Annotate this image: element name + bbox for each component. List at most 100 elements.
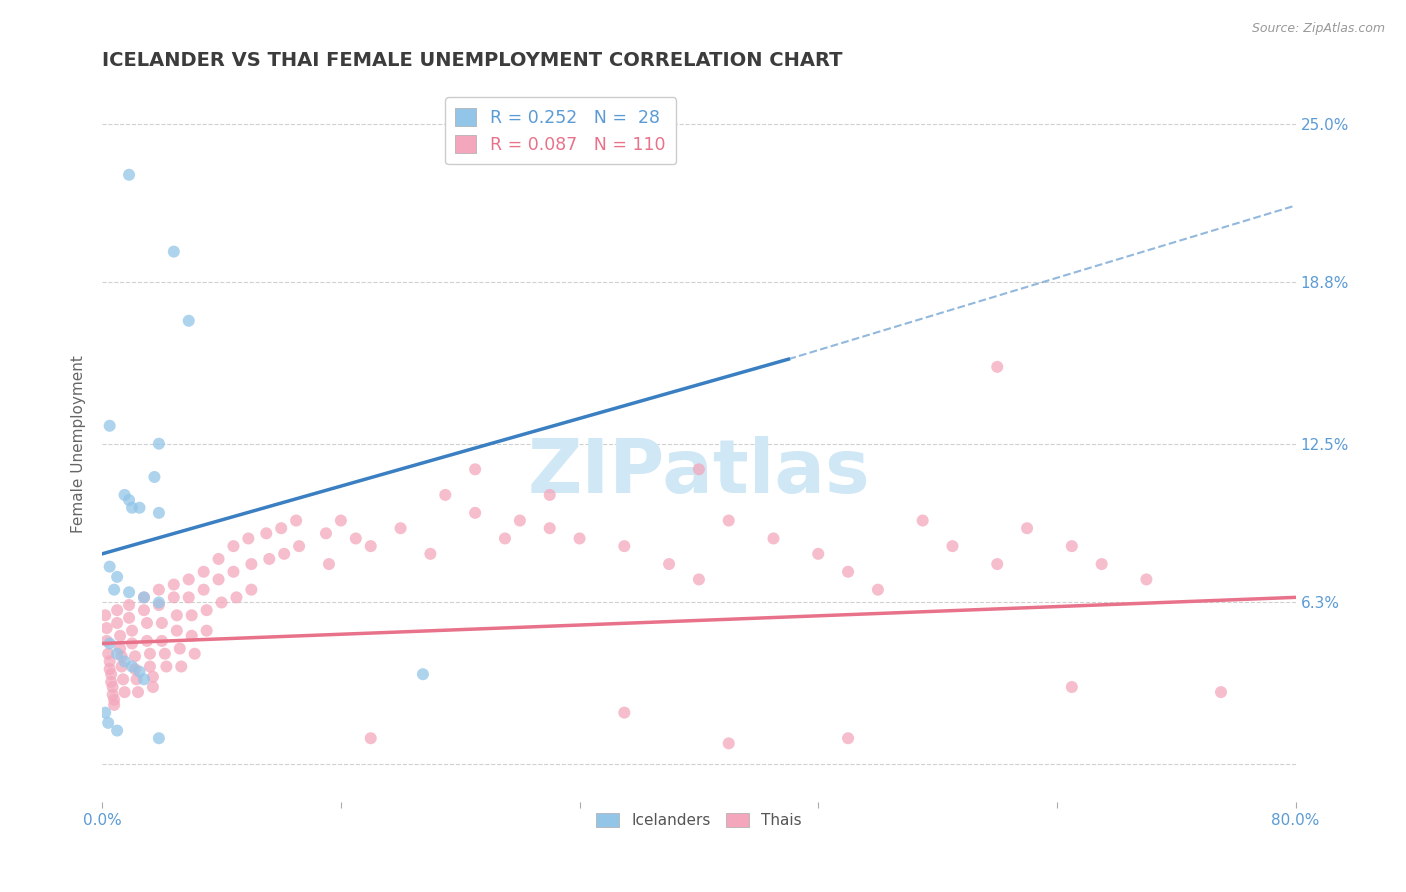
Text: Source: ZipAtlas.com: Source: ZipAtlas.com	[1251, 22, 1385, 36]
Point	[98, 654, 121, 668]
Point	[986, 557, 1008, 571]
Point	[105, 603, 128, 617]
Point	[389, 521, 412, 535]
Point	[100, 667, 122, 681]
Point	[103, 693, 125, 707]
Point	[132, 591, 155, 605]
Point	[128, 665, 150, 679]
Point	[419, 547, 441, 561]
Point	[114, 654, 136, 668]
Point	[762, 532, 785, 546]
Point	[98, 662, 121, 676]
Point	[136, 615, 159, 630]
Point	[118, 493, 141, 508]
Point	[110, 649, 132, 664]
Point	[285, 514, 308, 528]
Point	[166, 608, 188, 623]
Point	[1015, 521, 1038, 535]
Point	[150, 615, 173, 630]
Point	[110, 659, 132, 673]
Point	[124, 662, 146, 676]
Point	[329, 514, 352, 528]
Y-axis label: Female Unemployment: Female Unemployment	[72, 355, 86, 533]
Point	[98, 418, 121, 433]
Point	[170, 659, 193, 673]
Point	[139, 659, 162, 673]
Point	[121, 659, 143, 673]
Point	[1060, 539, 1083, 553]
Point	[568, 532, 591, 546]
Point	[538, 521, 561, 535]
Point	[139, 647, 162, 661]
Point	[1135, 573, 1157, 587]
Point	[211, 595, 233, 609]
Point	[464, 462, 486, 476]
Point	[118, 168, 141, 182]
Point	[163, 577, 186, 591]
Point	[688, 462, 710, 476]
Point	[105, 647, 128, 661]
Point	[259, 552, 281, 566]
Point	[717, 514, 740, 528]
Point	[132, 603, 155, 617]
Point	[125, 673, 148, 687]
Point	[315, 526, 337, 541]
Point	[193, 582, 215, 597]
Point	[143, 470, 166, 484]
Point	[911, 514, 934, 528]
Point	[108, 641, 131, 656]
Point	[94, 706, 117, 720]
Point	[100, 674, 122, 689]
Point	[288, 539, 311, 553]
Point	[509, 514, 531, 528]
Point	[103, 582, 125, 597]
Text: ZIPatlas: ZIPatlas	[527, 436, 870, 508]
Point	[153, 647, 176, 661]
Point	[169, 641, 191, 656]
Point	[207, 573, 229, 587]
Point	[207, 552, 229, 566]
Point	[128, 500, 150, 515]
Point	[163, 591, 186, 605]
Point	[195, 603, 218, 617]
Point	[986, 359, 1008, 374]
Text: ICELANDER VS THAI FEMALE UNEMPLOYMENT CORRELATION CHART: ICELANDER VS THAI FEMALE UNEMPLOYMENT CO…	[103, 51, 842, 70]
Point	[105, 570, 128, 584]
Point	[1091, 557, 1114, 571]
Point	[101, 680, 124, 694]
Point	[658, 557, 681, 571]
Point	[124, 649, 146, 664]
Point	[155, 659, 177, 673]
Point	[118, 585, 141, 599]
Point	[121, 636, 143, 650]
Point	[688, 573, 710, 587]
Point	[108, 629, 131, 643]
Point	[148, 506, 170, 520]
Point	[148, 598, 170, 612]
Point	[238, 532, 260, 546]
Point	[941, 539, 963, 553]
Point	[96, 621, 118, 635]
Point	[148, 595, 170, 609]
Point	[150, 634, 173, 648]
Point	[97, 647, 120, 661]
Point	[114, 685, 136, 699]
Point	[222, 565, 245, 579]
Point	[360, 731, 382, 746]
Point	[613, 706, 636, 720]
Point	[118, 598, 141, 612]
Point	[180, 629, 202, 643]
Point	[114, 488, 136, 502]
Point	[538, 488, 561, 502]
Point	[195, 624, 218, 638]
Point	[180, 608, 202, 623]
Point	[177, 314, 200, 328]
Point	[177, 573, 200, 587]
Legend: Icelanders, Thais: Icelanders, Thais	[591, 806, 808, 834]
Point	[121, 624, 143, 638]
Point	[222, 539, 245, 553]
Point	[132, 673, 155, 687]
Point	[464, 506, 486, 520]
Point	[837, 731, 859, 746]
Point	[240, 557, 263, 571]
